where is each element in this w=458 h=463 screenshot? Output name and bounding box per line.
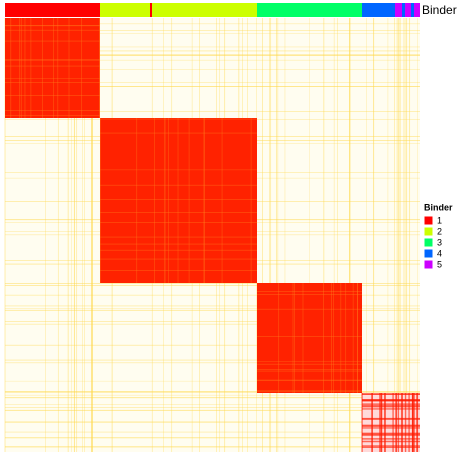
- annotation-cell: [257, 3, 362, 17]
- legend-swatch: [423, 237, 434, 248]
- legend-swatch: [423, 226, 434, 237]
- annotation-cell: [411, 3, 414, 17]
- annotation-cell: [100, 3, 257, 17]
- annotation-cell: [362, 3, 395, 17]
- legend-label: 5: [437, 259, 442, 269]
- annotation-cell: [150, 3, 152, 17]
- annotation-cell: [5, 3, 100, 17]
- heatmap-block: [5, 18, 100, 118]
- heatmap-block: [362, 393, 420, 452]
- heatmap-block: [257, 283, 362, 393]
- legend-label: 4: [437, 248, 442, 258]
- legend-title: Binder: [424, 202, 453, 212]
- annotation-cell: [402, 3, 405, 17]
- heatmap-block: [100, 118, 257, 283]
- legend-swatch: [423, 215, 434, 226]
- legend-swatch: [423, 259, 434, 270]
- legend-label: 1: [437, 215, 442, 225]
- legend-label: 2: [437, 226, 442, 236]
- legend-swatch: [423, 248, 434, 259]
- heatmap: [4, 3, 420, 452]
- annotation-cell: [395, 3, 420, 17]
- legend-label: 3: [437, 237, 442, 247]
- annotation-label: Binder: [422, 3, 457, 17]
